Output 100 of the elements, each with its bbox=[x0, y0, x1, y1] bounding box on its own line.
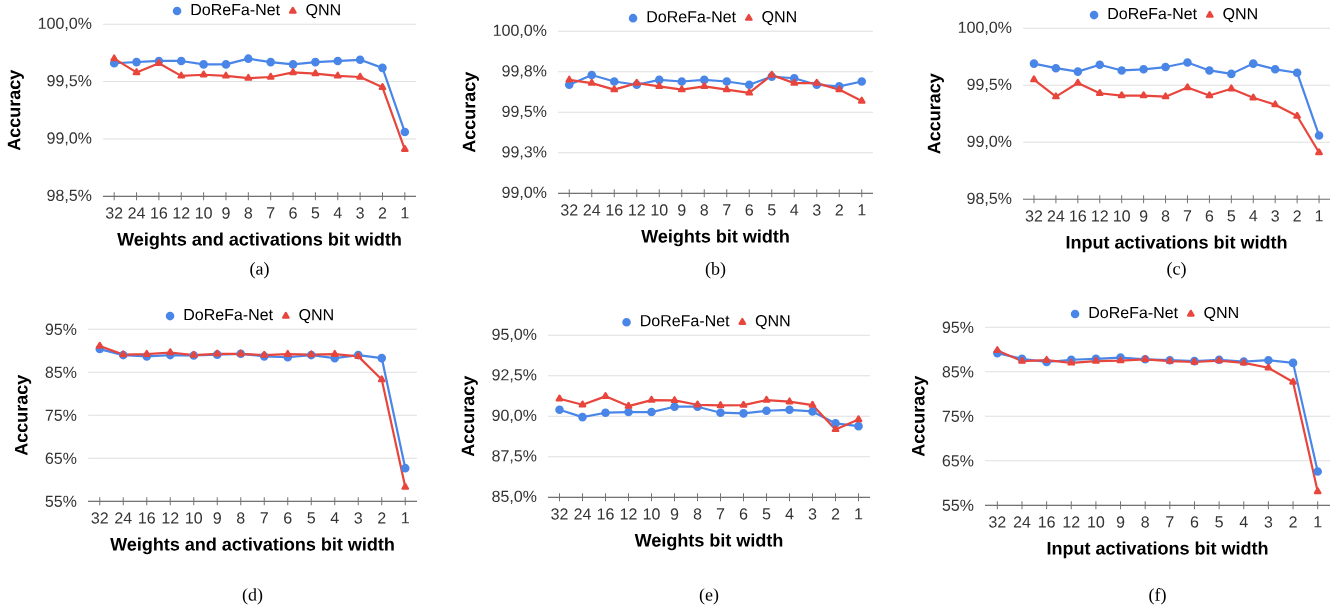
x-axis-title: Weights bit width bbox=[641, 229, 789, 247]
y-tick-label: 65% bbox=[942, 454, 974, 467]
x-tick-label: 8 bbox=[236, 512, 245, 524]
y-tick-label: 99,0% bbox=[47, 132, 92, 146]
x-tick-label: 5 bbox=[762, 508, 771, 520]
x-tick-label: 7 bbox=[716, 508, 725, 520]
y-tick-label: 87,5% bbox=[492, 450, 537, 464]
x-tick-label: 10 bbox=[643, 508, 660, 520]
x-tick-label: 16 bbox=[1070, 210, 1087, 222]
x-tick-label: 8 bbox=[693, 508, 702, 520]
x-tick-label: 24 bbox=[583, 204, 601, 216]
y-tick-label: 65% bbox=[45, 452, 77, 464]
x-tick-label: 3 bbox=[1264, 516, 1273, 528]
x-tick-label: 9 bbox=[213, 512, 221, 524]
x-tick-label: 9 bbox=[222, 207, 230, 219]
x-tick-label: 4 bbox=[333, 207, 342, 219]
x-tick-label: 7 bbox=[723, 204, 731, 216]
x-tick-label: 10 bbox=[1088, 516, 1105, 528]
legend-label: QNN bbox=[299, 308, 333, 324]
x-tick-label: 6 bbox=[284, 512, 292, 524]
x-tick-label: 4 bbox=[790, 204, 799, 216]
x-tick-label: 2 bbox=[1289, 516, 1297, 528]
legend-label: DoReFa-Net bbox=[641, 315, 730, 327]
x-tick-label: 16 bbox=[139, 512, 155, 524]
x-tick-label: 8 bbox=[1161, 210, 1170, 222]
x-tick-label: 3 bbox=[812, 204, 821, 216]
y-tick-label: 90,0% bbox=[492, 409, 537, 423]
x-tick-label: 24 bbox=[128, 207, 145, 219]
y-tick-label: 85% bbox=[942, 365, 974, 378]
x-tick-label: 16 bbox=[606, 204, 623, 216]
x-tick-label: 32 bbox=[105, 207, 123, 219]
text: (c) bbox=[1167, 261, 1186, 279]
x-tick-label: 6 bbox=[289, 207, 297, 219]
x-tick-label: 9 bbox=[678, 204, 686, 216]
x-axis-title: Input activations bit width bbox=[1047, 541, 1268, 559]
x-tick-label: 7 bbox=[1183, 210, 1192, 222]
x-tick-label: 24 bbox=[1047, 210, 1065, 222]
y-tick-label: 98,5% bbox=[967, 192, 1012, 206]
y-tick-label: 95% bbox=[942, 321, 974, 333]
y-axis-title: Accuracy bbox=[15, 374, 32, 456]
legend-label: QNN bbox=[306, 3, 340, 19]
x-axis-title: Weights and activations bit width bbox=[110, 537, 394, 555]
x-tick-label: 3 bbox=[1271, 210, 1279, 222]
x-tick-label: 2 bbox=[831, 508, 840, 520]
y-tick-label: 100,0% bbox=[38, 17, 92, 31]
y-tick-label: 99,5% bbox=[967, 78, 1012, 92]
x-tick-label: 4 bbox=[330, 512, 339, 524]
x-tick-label: 9 bbox=[1139, 210, 1148, 222]
y-tick-label: 85,0% bbox=[492, 490, 537, 504]
x-axis-title: Input activations bit width bbox=[1066, 235, 1287, 253]
y-tick-label: 99,0% bbox=[502, 186, 547, 200]
x-tick-label: 2 bbox=[835, 204, 843, 216]
x-tick-label: 7 bbox=[260, 512, 268, 524]
x-tick-label: 6 bbox=[1205, 210, 1214, 222]
x-tick-label: 6 bbox=[739, 508, 748, 520]
x-tick-label: 12 bbox=[173, 207, 190, 219]
x-tick-label: 12 bbox=[620, 508, 637, 520]
x-tick-label: 1 bbox=[1314, 516, 1322, 528]
x-tick-label: 5 bbox=[1227, 210, 1236, 222]
y-axis-title: Accuracy bbox=[461, 375, 478, 457]
y-axis-title: Accuracy bbox=[462, 71, 479, 153]
x-tick-label: 16 bbox=[151, 207, 168, 219]
y-tick-label: 95,0% bbox=[492, 328, 537, 342]
x-tick-label: 10 bbox=[186, 512, 203, 524]
legend-label: DoReFa-Net bbox=[1108, 7, 1197, 20]
x-tick-label: 1 bbox=[402, 512, 409, 524]
y-tick-label: 75% bbox=[942, 410, 974, 422]
y-tick-label: 55% bbox=[942, 499, 974, 511]
legend-label: DoReFa-Net bbox=[184, 308, 273, 321]
x-tick-label: 3 bbox=[354, 512, 362, 524]
y-axis-title: Accuracy bbox=[927, 73, 944, 154]
legend-label: QNN bbox=[1223, 7, 1257, 23]
y-axis-title: Accuracy bbox=[912, 375, 929, 457]
y-tick-label: 99,0% bbox=[967, 135, 1012, 149]
x-tick-label: 2 bbox=[1293, 210, 1301, 222]
text: (e) bbox=[699, 587, 719, 605]
x-tick-label: 4 bbox=[1249, 210, 1258, 222]
x-tick-label: 5 bbox=[1215, 516, 1223, 528]
x-tick-label: 3 bbox=[356, 207, 364, 219]
y-tick-label: 99,5% bbox=[502, 105, 547, 119]
x-tick-label: 32 bbox=[91, 512, 108, 524]
x-tick-label: 2 bbox=[378, 207, 387, 219]
x-tick-label: 10 bbox=[195, 207, 212, 219]
y-tick-label: 100,0% bbox=[958, 21, 1012, 35]
x-tick-label: 12 bbox=[1092, 210, 1108, 222]
y-tick-label: 95% bbox=[45, 323, 77, 335]
x-tick-label: 2 bbox=[378, 512, 386, 524]
y-tick-label: 55% bbox=[45, 495, 77, 507]
x-tick-label: 16 bbox=[1038, 516, 1055, 528]
x-tick-label: 10 bbox=[1114, 210, 1130, 222]
x-tick-label: 4 bbox=[785, 508, 794, 520]
x-tick-label: 7 bbox=[267, 207, 275, 219]
x-tick-label: 10 bbox=[651, 204, 668, 216]
x-tick-label: 5 bbox=[311, 207, 320, 219]
x-tick-label: 8 bbox=[700, 204, 708, 216]
text: (a) bbox=[250, 261, 269, 279]
legend-label: QNN bbox=[755, 314, 790, 330]
x-tick-label: 32 bbox=[551, 508, 568, 520]
x-tick-label: 7 bbox=[1166, 516, 1174, 528]
x-tick-label: 24 bbox=[1013, 516, 1031, 528]
